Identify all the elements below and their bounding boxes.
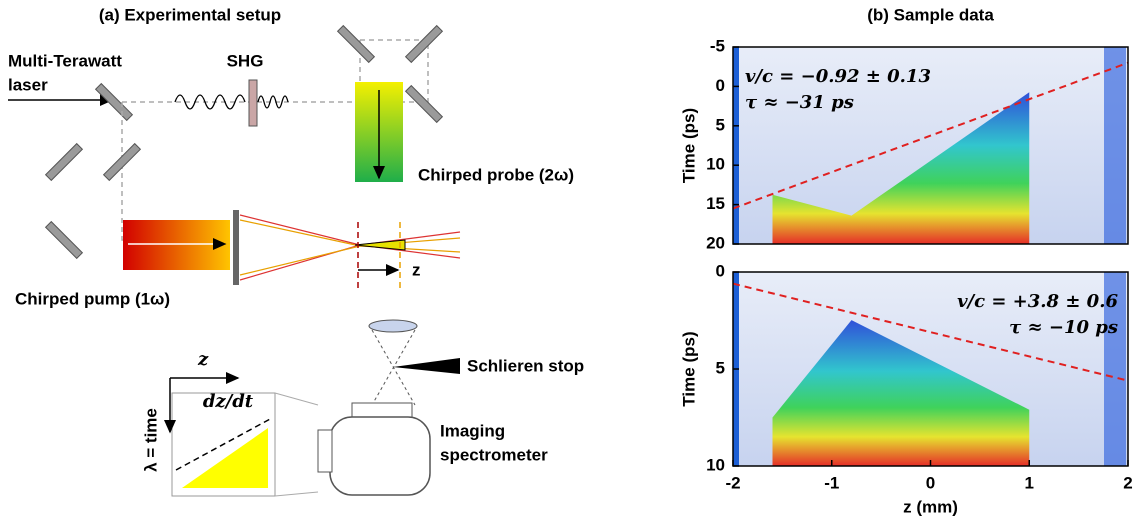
y-tick-label: 0	[716, 76, 725, 95]
spectrometer-label: spectrometer	[440, 445, 548, 464]
panel-title: (a) Experimental setup	[99, 5, 281, 24]
laser-label: Multi-Terawatt	[8, 51, 122, 70]
mirror	[102, 142, 142, 182]
y-tick-label: 15	[706, 194, 725, 213]
spectrometer	[329, 416, 431, 496]
mirror	[404, 24, 444, 64]
heatmap-edge	[1104, 272, 1126, 466]
heatmap-edge	[733, 47, 739, 244]
x-axis-label: z (mm)	[903, 497, 958, 516]
spectrometer-label: Imaging	[440, 421, 505, 440]
grating	[233, 210, 239, 285]
beam-path	[121, 39, 429, 241]
rays	[371, 329, 416, 406]
y-tick-label: 5	[716, 115, 725, 134]
y-tick-label: 5	[716, 358, 725, 377]
schlieren-stop	[393, 358, 460, 374]
mirror	[404, 84, 444, 124]
fit-line	[732, 282, 1129, 382]
y-tick-label: 20	[706, 233, 725, 252]
inset-z: z	[197, 349, 209, 370]
y-axis-label: Time (ps)	[679, 108, 698, 183]
pump-beam	[239, 214, 461, 281]
pulse	[174, 94, 289, 110]
probe-label: Chirped probe (2ω)	[418, 165, 574, 184]
inset-slope	[175, 417, 273, 471]
crystal	[248, 79, 258, 127]
camera-port	[317, 429, 333, 473]
fit-line	[732, 61, 1129, 210]
inset-slope-label: dz/dt	[203, 391, 254, 412]
y-tick-label: 10	[706, 455, 725, 474]
x-tick-label: 2	[1123, 473, 1132, 492]
x-tick-label: 1	[1025, 473, 1034, 492]
heatmap-signal	[772, 320, 1030, 466]
chart-title: (b) Sample data	[867, 5, 994, 24]
annotation: τ ≈ −31 ps	[745, 92, 854, 113]
shg-label: SHG	[227, 51, 264, 70]
x-tick-label: -1	[824, 473, 839, 492]
inset-triangle	[182, 428, 268, 488]
spectrometer-slit	[351, 402, 413, 418]
pump-pulse	[123, 220, 230, 270]
laser-label: laser	[8, 75, 48, 94]
heatmap-signal	[772, 92, 1030, 244]
y-axis-label: Time (ps)	[679, 331, 698, 406]
mirror	[44, 220, 84, 260]
pump-label: Chirped pump (1ω)	[15, 289, 170, 308]
z-label: z	[412, 260, 421, 279]
heatmap-edge	[1104, 47, 1126, 244]
x-tick-label: 0	[926, 473, 935, 492]
y-tick-label: 10	[706, 155, 725, 174]
plasma	[354, 239, 406, 251]
inset-lambda: λ = time	[141, 408, 160, 472]
mirror	[336, 24, 376, 64]
y-tick-label: 0	[716, 261, 725, 280]
mirror	[94, 82, 134, 122]
annotation: v/c = −0.92 ± 0.13	[745, 66, 931, 87]
x-tick-label: -2	[725, 473, 740, 492]
y-tick-label: -5	[710, 36, 725, 55]
lens	[368, 319, 418, 333]
annotation: τ ≈ −10 ps	[1009, 317, 1118, 338]
plot-frame	[732, 46, 1129, 245]
mirror	[44, 142, 84, 182]
setup-panel: (a) Experimental setup Multi-Terawatt la…	[8, 5, 584, 497]
stop-label: Schlieren stop	[467, 356, 584, 375]
inset-link	[274, 392, 319, 497]
annotation: v/c = +3.8 ± 0.6	[957, 291, 1118, 312]
